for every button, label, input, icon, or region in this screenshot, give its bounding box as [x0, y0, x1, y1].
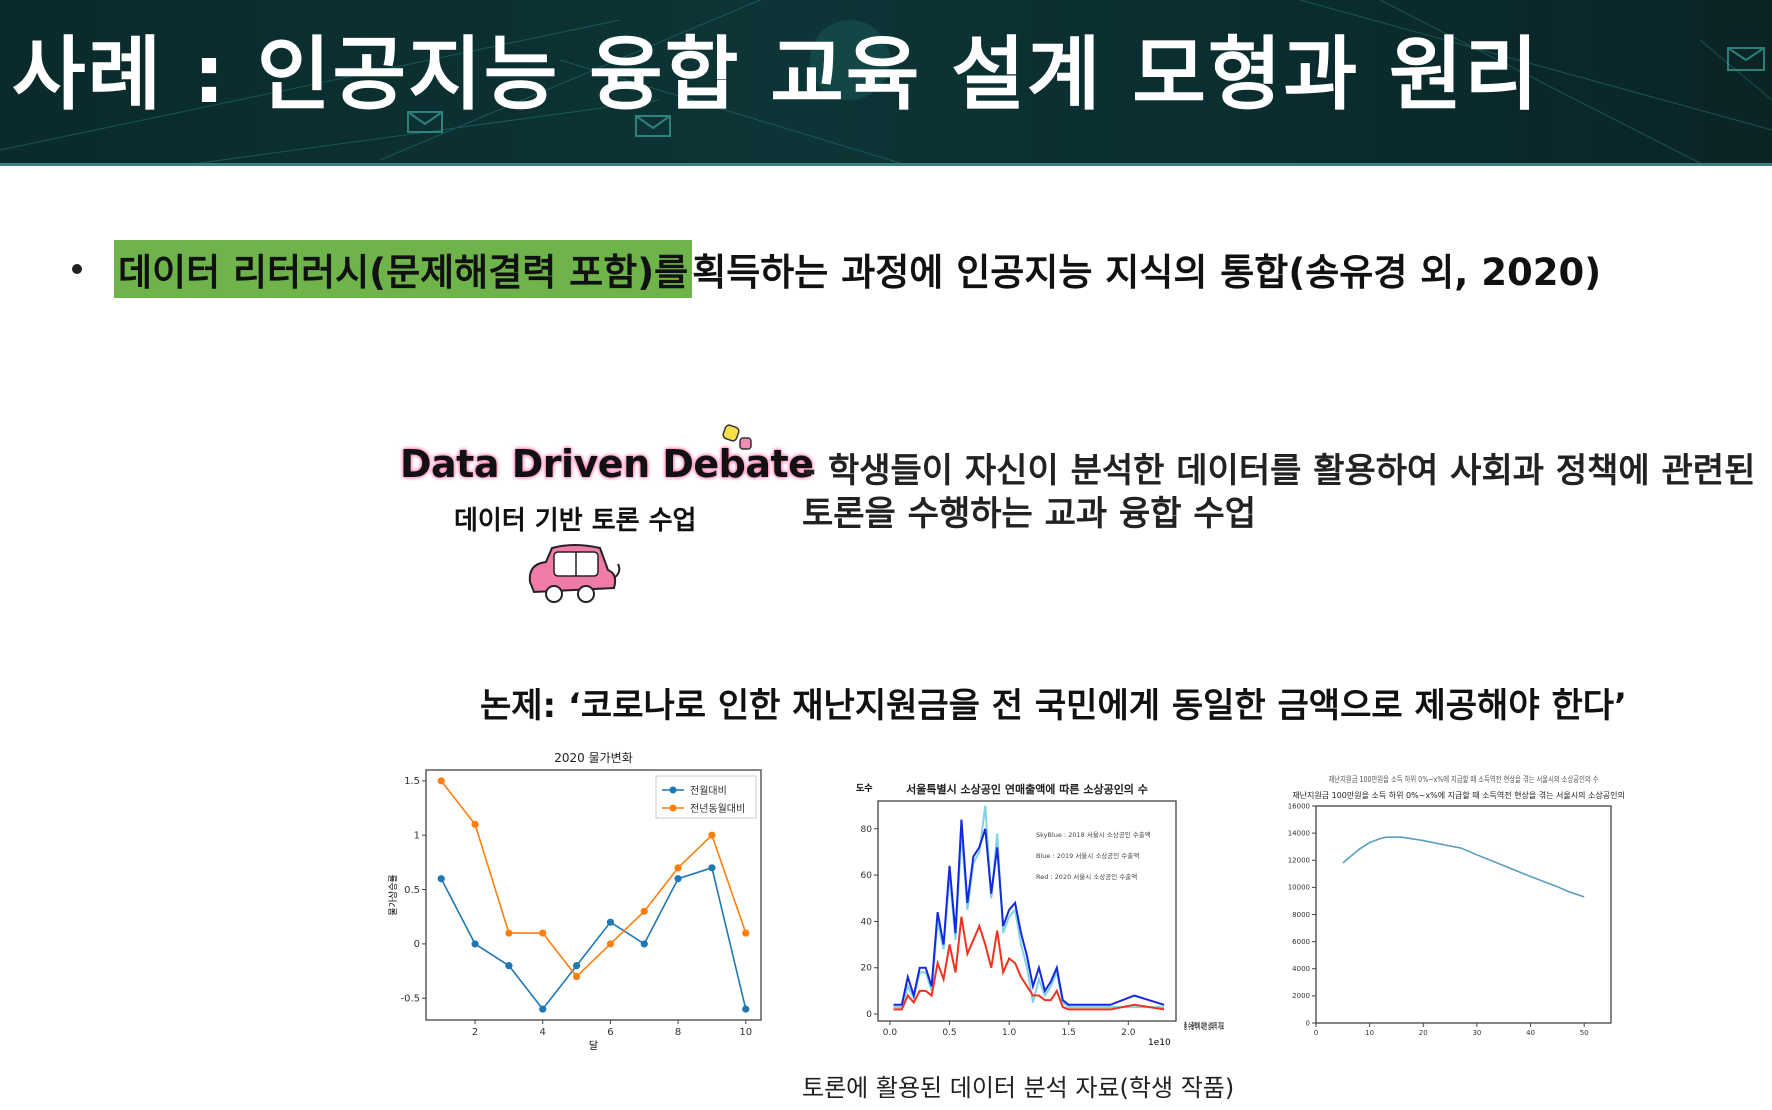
- y-tick-label: 60: [861, 871, 873, 881]
- plot-area: [1315, 805, 1612, 1024]
- series-line-0: [440, 866, 747, 1011]
- legend-marker: [669, 786, 677, 794]
- legend-label: 전년동월대비: [690, 803, 745, 815]
- data-point: [572, 962, 581, 970]
- y-tick-label: 0.5: [404, 885, 420, 896]
- x-tick-label: 20: [1419, 1029, 1428, 1037]
- chart-title: 재난지원금 100만원을 소득 하위 0%~x%에 지급할 때 소득역전 현상을…: [1292, 790, 1626, 800]
- y-tick-label: 16000: [1288, 802, 1310, 810]
- data-point: [539, 929, 547, 937]
- debate-topic: 논제: ‘코로나로 인한 재난지원금을 전 국민에게 동일한 금액으로 제공해야…: [480, 686, 1627, 726]
- mail-icon: [407, 47, 1765, 137]
- y-tick-label: 0: [414, 939, 420, 950]
- y-tick-label: 80: [861, 825, 873, 835]
- legend-annotation: SkyBlue : 2018 서울시 소상공인 수출액: [1036, 830, 1151, 839]
- y-axis-label: 물가상승률: [388, 874, 399, 915]
- legend-annotation: Red : 2020 서울시 소상공인 수출액: [1036, 872, 1137, 881]
- y-tick-label: 8000: [1292, 911, 1310, 919]
- chart-title: 서울특별시 소상공인 연매출액에 따른 소상공인의 수: [906, 782, 1148, 796]
- data-point: [539, 1005, 547, 1013]
- lesson-description: - 학생들이 자신이 분석한 데이터를 활용하여 사회과 정책에 관련된 토론을…: [802, 450, 1755, 536]
- series-line-1: [893, 819, 1165, 1006]
- x-tick-label: 4: [540, 1027, 546, 1038]
- income-reversal-line-chart: 0 10 20 30 40 50 0 2000 4000 6000 8000 10000 12000 14…: [1288, 774, 1626, 1037]
- bullet-dot: [72, 264, 82, 274]
- data-point: [505, 962, 513, 970]
- page-title: 사례 : 인공지능 융합 교육 설계 모형과 원리: [12, 28, 1541, 121]
- y-tick-label: 0: [1306, 1019, 1310, 1027]
- bullet-item: 데이터 리터러시(문제해결력 포함)를 획득하는 과정에 인공지능 지식의 통합…: [72, 240, 1601, 298]
- legend-marker: [669, 804, 677, 812]
- figure-caption: 토론에 활용된 데이터 분석 자료(학생 작품): [802, 1074, 1235, 1102]
- data-driven-debate-logo: Data Driven Debate 데이터 기반 토론 수업: [398, 420, 814, 610]
- data-point: [437, 777, 445, 785]
- series-line-2: [893, 916, 1165, 1011]
- y-tick-label: 1.5: [404, 776, 420, 787]
- x-tick-label: 1.5: [1062, 1028, 1076, 1038]
- data-point: [742, 1005, 750, 1013]
- description-line: - 학생들이 자신이 분석한 데이터를 활용하여 사회과 정책에 관련된: [802, 451, 1756, 491]
- data-point: [505, 929, 513, 937]
- network-background-graphic: [0, 0, 1772, 163]
- y-tick-label: 0: [866, 1010, 872, 1020]
- y-tick-label: 10000: [1288, 884, 1310, 892]
- y-tick-label: -0.5: [400, 994, 420, 1005]
- car-with-cats-icon: [528, 544, 621, 603]
- x-tick-label: 2.0: [1121, 1028, 1136, 1038]
- x-tick-label: 8: [675, 1027, 681, 1038]
- data-point: [471, 940, 479, 948]
- y-tick-label: 4000: [1292, 965, 1310, 973]
- bullet-text: 획득하는 과정에 인공지능 지식의 통합(송유경 외, 2020): [692, 251, 1602, 294]
- y-tick-label: 12000: [1288, 857, 1310, 865]
- sales-distribution-line-chart: 0.0 0.5 1.0 1.5 2.0 0 20 40 60 80 서울특별시 소상공인 연매출액에…: [856, 782, 1224, 1048]
- y-tick-label: 14000: [1288, 829, 1310, 837]
- x-tick-label: 30: [1472, 1029, 1481, 1037]
- x-tick-label: 2: [472, 1027, 478, 1038]
- highlighted-text: 데이터 리터러시(문제해결력 포함)를: [114, 240, 693, 298]
- y-tick-label: 20: [861, 964, 873, 974]
- y-tick-label: 1: [414, 831, 420, 842]
- x-tick-label: 6: [607, 1027, 613, 1038]
- x-tick-label: 0.0: [883, 1028, 898, 1038]
- data-point: [708, 864, 716, 872]
- data-point: [674, 864, 682, 872]
- x-tick-label: 50: [1580, 1029, 1589, 1037]
- data-point: [708, 831, 716, 839]
- slide-header: 사례 : 인공지능 융합 교육 설계 모형과 원리: [0, 0, 1772, 166]
- x-tick-label: 10: [739, 1027, 752, 1038]
- data-point: [606, 940, 615, 948]
- y-tick-label: 2000: [1292, 992, 1310, 1000]
- y-axis-label: 도수: [856, 783, 873, 794]
- y-tick-label: 6000: [1292, 938, 1310, 946]
- description-line: 토론을 수행하는 교과 융합 수업: [802, 494, 1256, 534]
- series-line-0: [1342, 836, 1585, 898]
- data-point: [674, 875, 682, 883]
- x-tick-label: 0: [1314, 1029, 1318, 1037]
- data-point: [640, 940, 648, 948]
- x-axis-label: 총 수출액에 대한 상대적 지표: [1184, 1021, 1224, 1032]
- data-point: [437, 875, 445, 883]
- data-point: [471, 820, 479, 828]
- x-tick-label: 0.5: [942, 1028, 956, 1038]
- chart-title: 재난지원금 100만원을 소득 하위 0%~x%에 지급할 때 소득역전 현상을…: [1329, 774, 1599, 784]
- x-offset-label: 1e10: [1148, 1038, 1171, 1048]
- legend-annotation: Blue : 2019 서울시 소상공인 수출액: [1036, 851, 1139, 860]
- plot-area: [877, 800, 1177, 1022]
- logo-subtitle: 데이터 기반 토론 수업: [454, 506, 697, 536]
- x-axis-label: 달: [589, 1040, 598, 1052]
- y-tick-label: 40: [861, 917, 873, 927]
- sparkle-icon: [722, 424, 752, 450]
- data-point: [640, 907, 648, 915]
- chart-title: 2020 물가변화: [554, 751, 633, 765]
- x-tick-label: 10: [1365, 1029, 1374, 1037]
- data-point: [742, 929, 750, 937]
- data-point: [572, 972, 581, 981]
- x-tick-label: 1.0: [1002, 1028, 1017, 1038]
- series-line-1: [440, 780, 747, 978]
- legend-label: 전월대비: [690, 785, 727, 797]
- x-tick-label: 40: [1526, 1029, 1535, 1037]
- data-point: [606, 918, 615, 926]
